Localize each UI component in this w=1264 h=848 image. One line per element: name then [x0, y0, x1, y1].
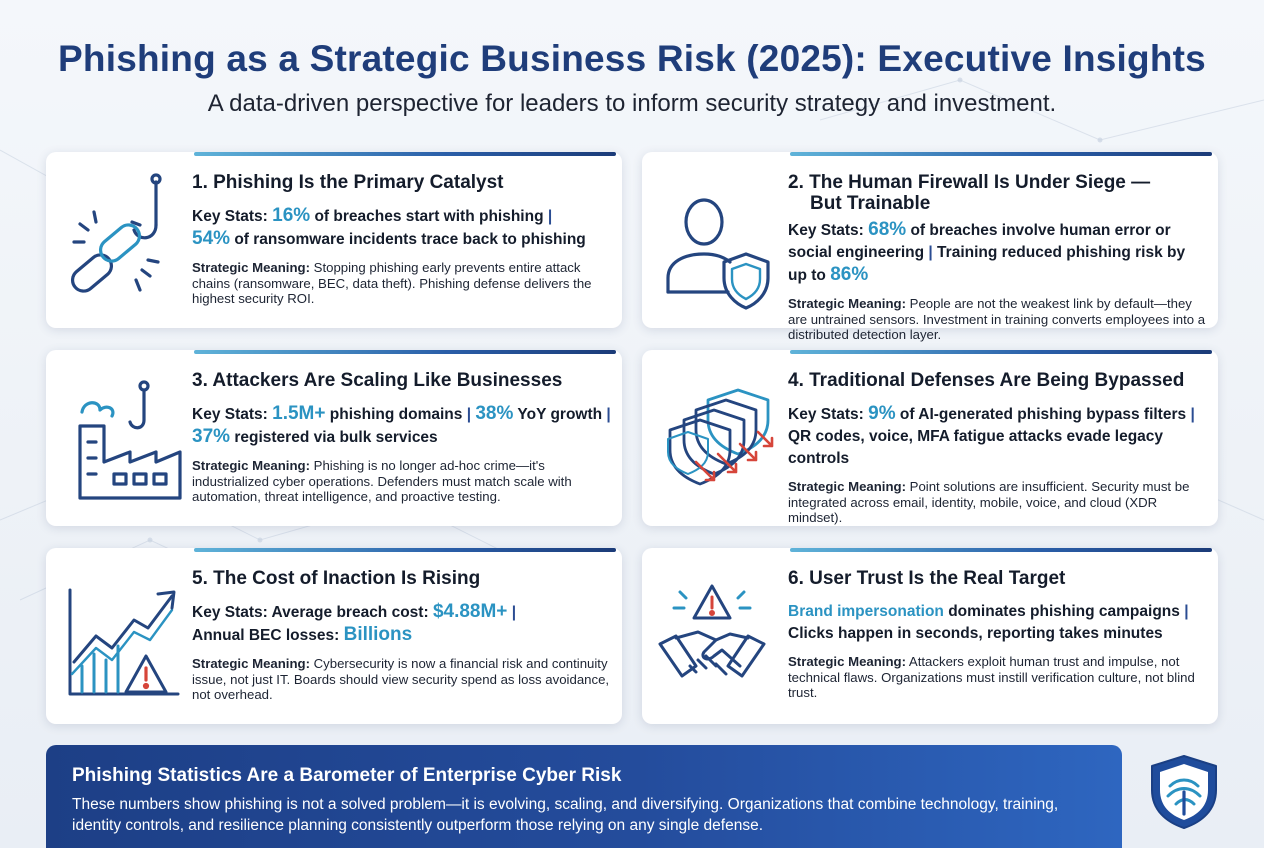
stats-label: Key Stats:: [788, 406, 864, 423]
key-stats: Key Stats: 68% of breaches involve human…: [788, 219, 1208, 287]
card-accent-bar: [790, 152, 1212, 156]
chain-hook-icon: [70, 173, 162, 293]
stat-value: Billions: [343, 624, 413, 645]
key-stats: Key Stats: 9% of AI-generated phishing b…: [788, 403, 1208, 470]
meaning-text: Stopping phishing early prevents entire …: [192, 260, 592, 306]
stat-separator: |: [466, 406, 472, 423]
meaning-text: Attackers exploit human trust and impuls…: [788, 654, 1195, 700]
meaning-label: Strategic Meaning:: [192, 458, 310, 473]
insight-card-catalyst: 1. Phishing Is the Primary Catalyst Key …: [46, 152, 622, 328]
card-accent-bar: [194, 350, 616, 354]
meaning-label: Strategic Meaning:: [192, 260, 310, 275]
meaning-label: Strategic Meaning:: [192, 656, 310, 671]
stat-separator: |: [547, 208, 553, 225]
stat-text: phishing domains: [325, 406, 467, 423]
page-title: Phishing as a Strategic Business Risk (2…: [58, 38, 1206, 79]
meaning-text: Phishing is no longer ad-hoc crime—it's …: [192, 458, 572, 504]
stat-text: Clicks happen in seconds, reporting take…: [788, 625, 1163, 642]
card-title: 6. User Trust Is the Real Target: [788, 568, 1066, 589]
key-stats: Key Stats: Average breach cost: $4.88M+ …: [192, 601, 612, 647]
meaning-text: People are not the weakest link by defau…: [788, 296, 1206, 342]
card-accent-bar: [194, 152, 616, 156]
meaning-text: Point solutions are insufficient. Securi…: [788, 479, 1190, 525]
key-stats: Key Stats: 1.5M+ phishing domains | 38% …: [192, 403, 612, 449]
key-stats: Brand impersonation dominates phishing c…: [788, 601, 1208, 645]
stat-separator: |: [606, 406, 611, 423]
stat-text: registered via bulk services: [230, 429, 438, 446]
insight-card-cost-of-inaction: 5. The Cost of Inaction Is Rising Key St…: [46, 548, 622, 724]
stat-value: 54%: [192, 228, 231, 249]
handshake-warning-icon: [658, 584, 766, 678]
stat-text: dominates phishing campaigns: [943, 603, 1185, 620]
stats-label: Key Stats:: [192, 208, 268, 225]
strategic-meaning: Strategic Meaning: Point solutions are i…: [788, 479, 1208, 526]
stat-text: of AI-generated phishing bypass filters: [895, 406, 1191, 423]
strategic-meaning: Strategic Meaning: People are not the we…: [788, 296, 1208, 343]
stats-label: Key Stats:: [192, 406, 268, 423]
stats-label: Key Stats:: [788, 222, 864, 239]
stat-text: Average breach cost:: [267, 604, 433, 621]
stat-value: 38%: [475, 403, 514, 424]
banner-title: Phishing Statistics Are a Barometer of E…: [72, 765, 622, 786]
card-title: 4. Traditional Defenses Are Being Bypass…: [788, 370, 1185, 391]
page-subtitle: A data-driven perspective for leaders to…: [207, 90, 1057, 117]
stat-text: QR codes, voice, MFA fatigue attacks eva…: [788, 428, 1164, 467]
stat-text: of breaches start with phishing: [310, 208, 548, 225]
stat-separator: |: [511, 604, 517, 621]
shield-emblem-icon: [1151, 755, 1217, 829]
user-shield-icon: [666, 198, 770, 310]
stat-value: 9%: [868, 403, 896, 424]
card-accent-bar: [194, 548, 616, 552]
stat-value: 37%: [192, 426, 231, 447]
stat-separator: |: [1190, 406, 1195, 423]
meaning-label: Strategic Meaning:: [788, 296, 906, 311]
stat-text: YoY growth: [513, 406, 607, 423]
layered-shields-icon: [667, 388, 774, 486]
stat-value: Brand impersonation: [788, 603, 944, 620]
stat-value: 86%: [830, 264, 869, 285]
meaning-text: Cybersecurity is now a financial risk an…: [192, 656, 610, 702]
stat-text: of breaches involve human error or socia…: [788, 222, 1171, 261]
insight-card-user-trust: 6. User Trust Is the Real Target Brand i…: [642, 548, 1218, 724]
card-title: 5. The Cost of Inaction Is Rising: [192, 568, 481, 589]
summary-banner: Phishing Statistics Are a Barometer of E…: [46, 745, 1122, 848]
stat-text: Annual BEC losses:: [192, 627, 344, 644]
factory-hook-icon: [78, 380, 182, 500]
stat-value: $4.88M+: [432, 601, 508, 622]
strategic-meaning: Strategic Meaning: Attackers exploit hum…: [788, 654, 1208, 701]
card-title: 2. The Human Firewall Is Under Siege — B…: [788, 172, 1208, 214]
stat-text: Training reduced phishing risk by up to: [788, 244, 1186, 284]
meaning-label: Strategic Meaning:: [788, 479, 906, 494]
stat-text: of ransomware incidents trace back to ph…: [230, 231, 586, 248]
insight-card-scaling: 3. Attackers Are Scaling Like Businesses…: [46, 350, 622, 526]
card-accent-bar: [790, 548, 1212, 552]
strategic-meaning: Strategic Meaning: Stopping phishing ear…: [192, 260, 612, 307]
key-stats: Key Stats: 16% of breaches start with ph…: [192, 205, 612, 251]
card-title: 1. Phishing Is the Primary Catalyst: [192, 172, 504, 193]
insight-card-bypassed-defenses: 4. Traditional Defenses Are Being Bypass…: [642, 350, 1218, 526]
stat-value: 68%: [868, 219, 907, 240]
card-accent-bar: [790, 350, 1212, 354]
stat-value: 16%: [272, 205, 311, 226]
card-title-line-2: But Trainable: [810, 193, 931, 214]
banner-text: These numbers show phishing is not a sol…: [72, 796, 1059, 834]
stat-value: 1.5M+: [272, 403, 326, 424]
stat-separator: |: [928, 244, 933, 261]
card-title: 3. Attackers Are Scaling Like Businesses: [192, 370, 563, 391]
stat-separator: |: [1184, 603, 1189, 620]
stats-label: Key Stats:: [192, 604, 268, 621]
meaning-label: Strategic Meaning:: [788, 654, 906, 669]
insight-card-human-firewall: 2. The Human Firewall Is Under Siege — B…: [642, 152, 1218, 342]
strategic-meaning: Strategic Meaning: Phishing is no longer…: [192, 458, 612, 505]
rising-chart-warning-icon: [68, 588, 180, 696]
strategic-meaning: Strategic Meaning: Cybersecurity is now …: [192, 656, 612, 703]
card-title-line-1: 2. The Human Firewall Is Under Siege —: [788, 172, 1151, 193]
